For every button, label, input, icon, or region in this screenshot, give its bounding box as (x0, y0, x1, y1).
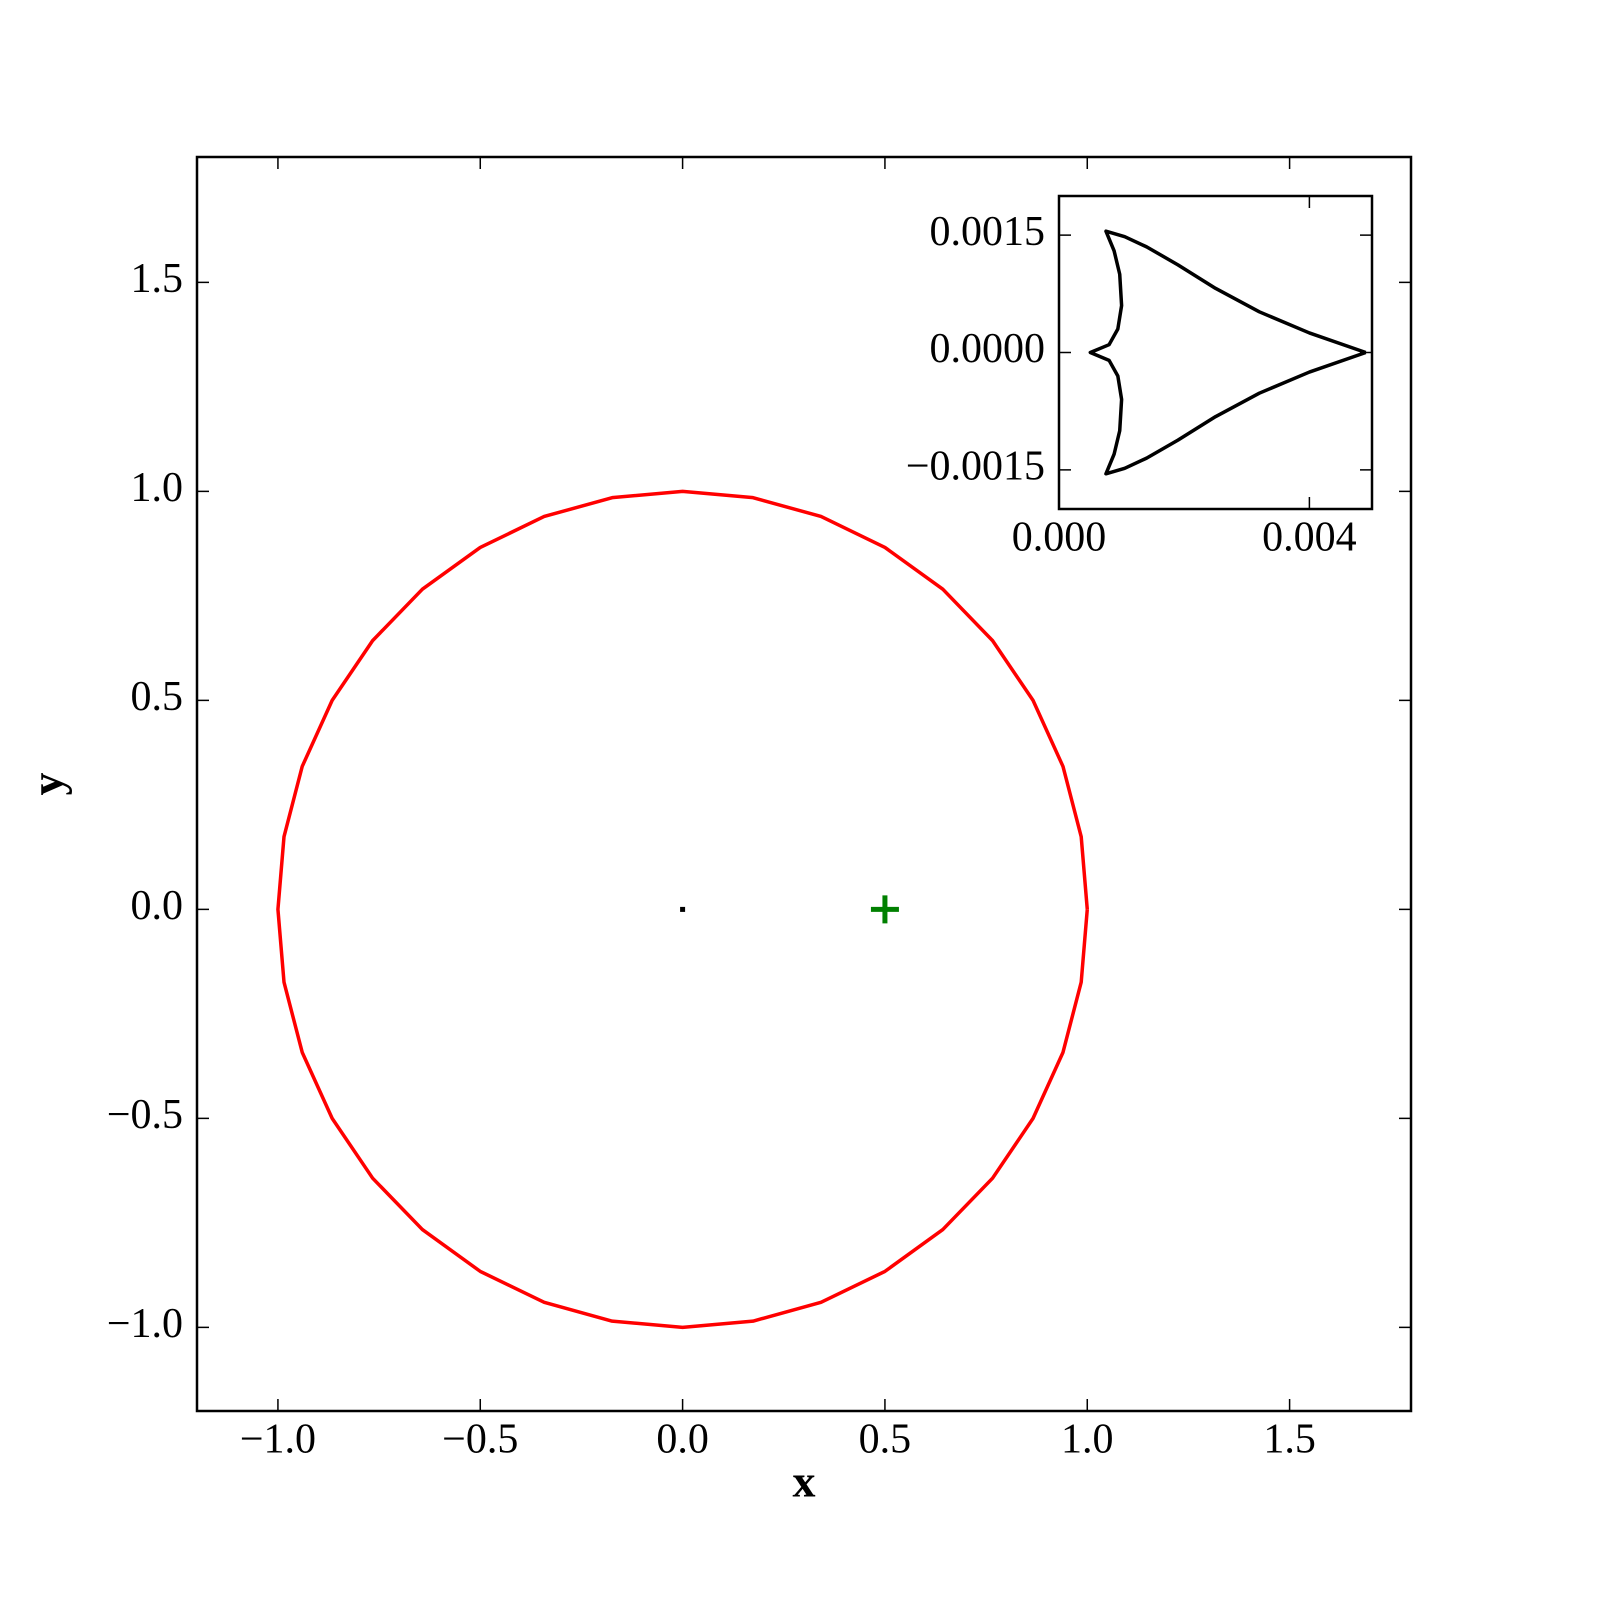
x-tick-label: 0.5 (859, 1417, 912, 1463)
x-axis-label: x (793, 1456, 816, 1507)
plot-frame (195, 155, 1413, 1413)
plot-background (1059, 196, 1372, 509)
y-tick-label: −0.5 (107, 1092, 183, 1138)
plus-marker (870, 895, 899, 924)
y-tick-label: 0.5 (131, 674, 184, 720)
x-tick-label: 0.004 (1262, 515, 1357, 561)
x-tick-label: 1.0 (1061, 1417, 1114, 1463)
x-tick-label: 0.000 (1012, 515, 1107, 561)
y-tick-label: 0.0000 (930, 326, 1046, 372)
x-tick-label: −1.0 (240, 1417, 316, 1463)
x-tick-label: 0.0 (656, 1417, 709, 1463)
y-tick-label: 1.0 (131, 465, 184, 511)
y-axis-label: y (22, 773, 73, 796)
y-tick-label: 0.0 (131, 883, 184, 929)
plot-frame (1057, 194, 1374, 511)
x-tick-label: −0.5 (442, 1417, 518, 1463)
point-marker (680, 906, 686, 912)
x-tick-label: 1.5 (1263, 1417, 1316, 1463)
y-tick-label: 1.5 (131, 256, 184, 302)
y-tick-label: 0.0015 (930, 209, 1046, 255)
curve (1088, 229, 1367, 476)
y-tick-label: −0.0015 (906, 444, 1045, 490)
y-tick-label: −1.0 (107, 1301, 183, 1347)
curve (276, 489, 1090, 1330)
